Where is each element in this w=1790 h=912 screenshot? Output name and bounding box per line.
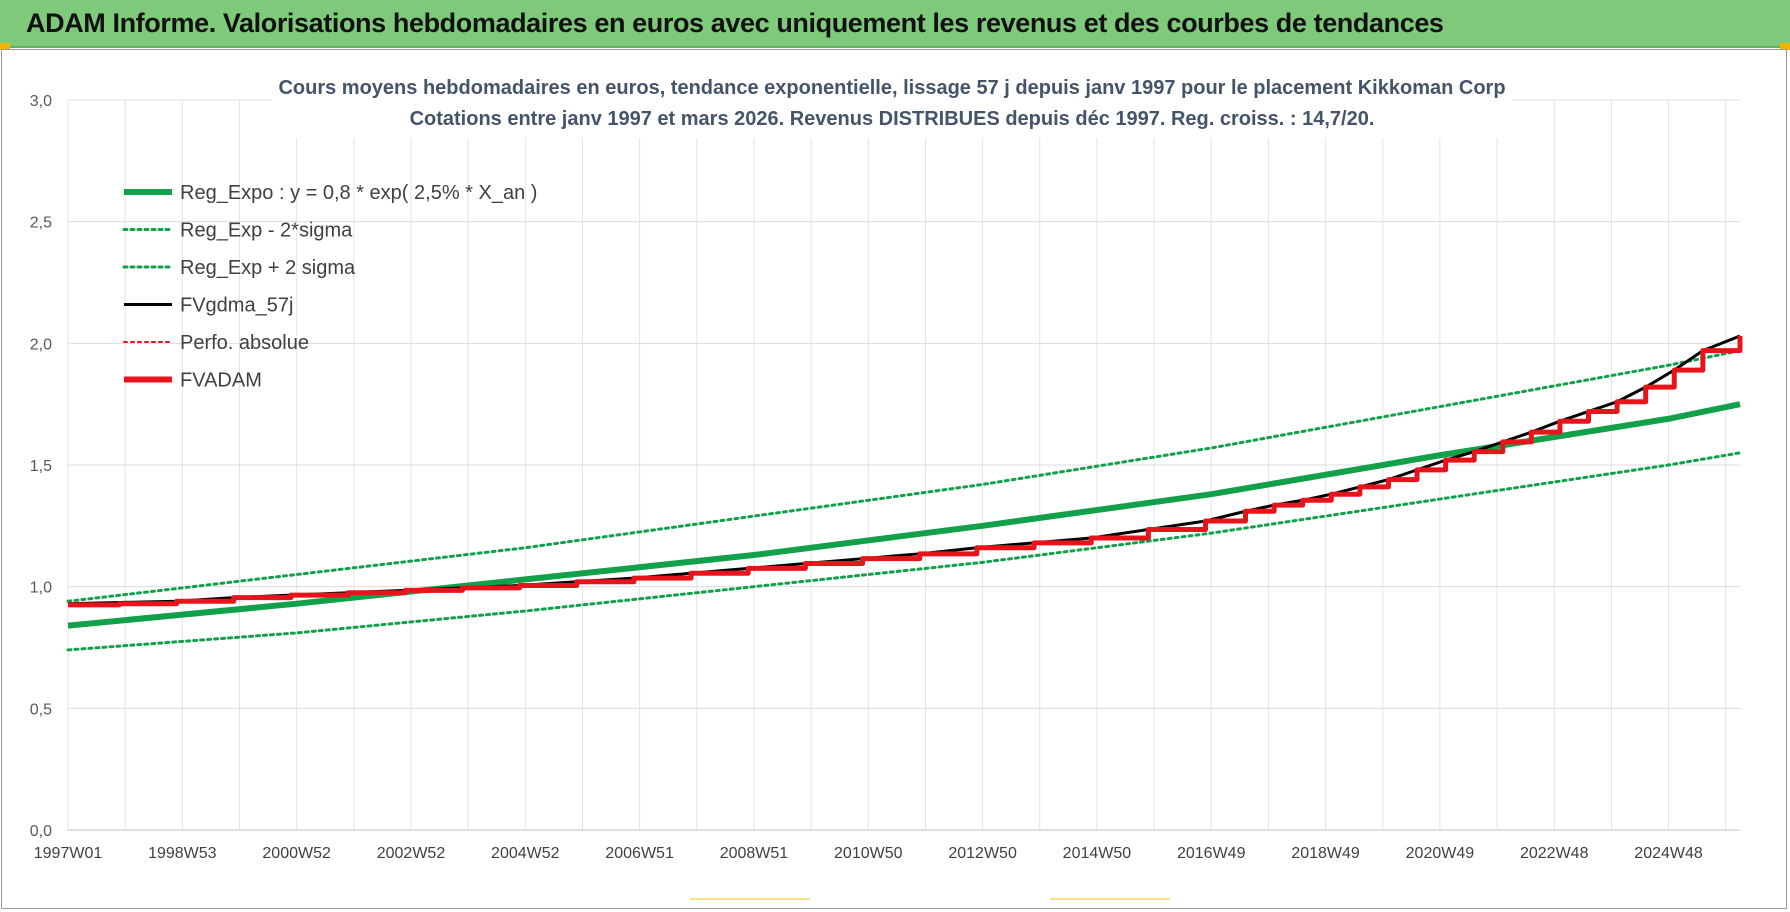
bottom-accent-right bbox=[1050, 898, 1170, 900]
series-line-5 bbox=[68, 336, 1743, 608]
y-tick-label: 0,0 bbox=[30, 823, 52, 840]
x-tick-label: 2022W48 bbox=[1520, 845, 1589, 862]
legend-entry: Perfo. absolue bbox=[180, 332, 309, 354]
x-tick-label: 2006W51 bbox=[605, 845, 674, 862]
page-title: ADAM Informe. Valorisations hebdomadaire… bbox=[26, 8, 1444, 38]
x-tick-label: 2014W50 bbox=[1063, 845, 1132, 862]
legend-entry: FVgdma_57j bbox=[180, 295, 293, 317]
series-line-2 bbox=[66, 349, 1742, 603]
y-tick-label: 0,5 bbox=[30, 701, 52, 718]
x-tick-label: 2010W50 bbox=[834, 845, 903, 862]
chart-subtitle: Cotations entre janv 1997 et mars 2026. … bbox=[410, 108, 1375, 130]
y-tick-label: 2,5 bbox=[30, 215, 52, 232]
y-tick-label: 1,5 bbox=[30, 458, 52, 475]
x-tick-label: 2002W52 bbox=[377, 845, 446, 862]
series-line-1 bbox=[66, 451, 1742, 652]
x-tick-label: 2018W49 bbox=[1291, 845, 1360, 862]
legend-entry: Reg_Exp - 2*sigma bbox=[180, 220, 353, 242]
title-backdrop bbox=[272, 66, 1512, 138]
y-tick-label: 3,0 bbox=[30, 93, 52, 110]
x-tick-label: 2004W52 bbox=[491, 845, 560, 862]
chart-frame bbox=[1, 49, 1787, 909]
x-tick-label: 2020W49 bbox=[1406, 845, 1475, 862]
series-line-0 bbox=[67, 401, 1741, 629]
x-tick-label: 2024W48 bbox=[1634, 845, 1703, 862]
series-line-3 bbox=[67, 334, 1741, 606]
chart-titles: Cours moyens hebdomadaires en euros, ten… bbox=[272, 66, 1512, 138]
series-lines bbox=[66, 334, 1743, 652]
legend-entry: Reg_Expo : y = 0,8 * exp( 2,5% * X_an ) bbox=[180, 182, 537, 204]
axes: 0,0 0,5 1,0 1,5 2,0 2,5 3,0 1997W01 1998W53 2000W… bbox=[30, 93, 1740, 862]
x-tick-label: 2008W51 bbox=[720, 845, 789, 862]
legend: Reg_Expo : y = 0,8 * exp( 2,5% * X_an ) R… bbox=[122, 182, 537, 392]
x-tick-label: 1998W53 bbox=[148, 845, 217, 862]
x-tick-label: 2000W52 bbox=[262, 845, 331, 862]
corner-marker-right bbox=[1780, 43, 1790, 50]
legend-entry: FVADAM bbox=[180, 370, 262, 392]
legend-entry: Reg_Exp + 2 sigma bbox=[180, 257, 356, 279]
y-tick-label: 2,0 bbox=[30, 336, 52, 353]
header-bar: ADAM Informe. Valorisations hebdomadaire… bbox=[0, 0, 1790, 48]
bottom-accent-left bbox=[690, 898, 810, 900]
x-tick-label: 1997W01 bbox=[34, 845, 103, 862]
chart-title: Cours moyens hebdomadaires en euros, ten… bbox=[278, 77, 1505, 99]
x-tick-label: 2016W49 bbox=[1177, 845, 1246, 862]
y-tick-label: 1,0 bbox=[30, 580, 52, 597]
corner-marker-left bbox=[0, 43, 10, 50]
x-tick-label: 2012W50 bbox=[948, 845, 1017, 862]
grid bbox=[67, 99, 1740, 831]
